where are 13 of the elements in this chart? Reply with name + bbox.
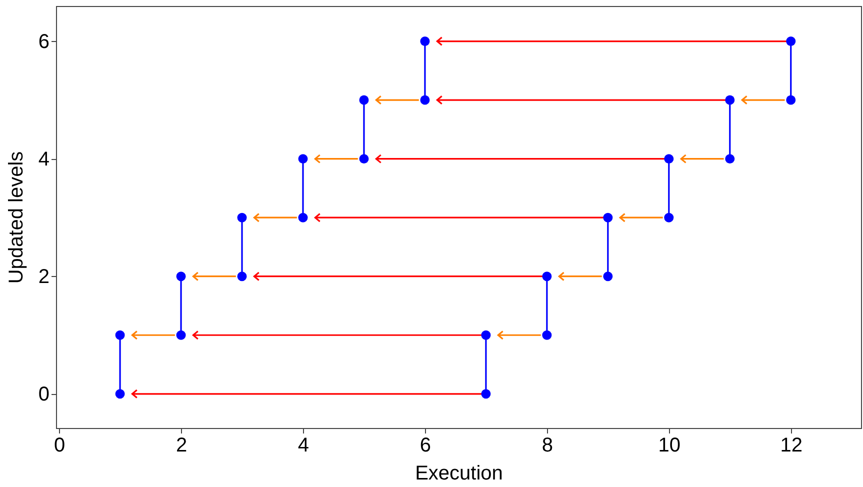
x-tick-label: 4 xyxy=(298,434,310,456)
x-tick-label: 10 xyxy=(658,434,681,456)
x-tick-label: 0 xyxy=(54,434,66,456)
x-tick-label: 6 xyxy=(420,434,432,456)
y-axis-title: Updated levels xyxy=(5,151,28,284)
y-tick-label: 0 xyxy=(38,383,50,406)
y-tick-label: 2 xyxy=(38,266,50,288)
x-tick-label: 12 xyxy=(780,434,802,456)
y-tick-label: 4 xyxy=(38,148,50,170)
x-tick-label: 2 xyxy=(176,434,188,456)
x-tick-label: 8 xyxy=(542,434,553,456)
y-tick-label: 6 xyxy=(38,30,50,53)
x-axis-title: Execution xyxy=(415,462,503,484)
